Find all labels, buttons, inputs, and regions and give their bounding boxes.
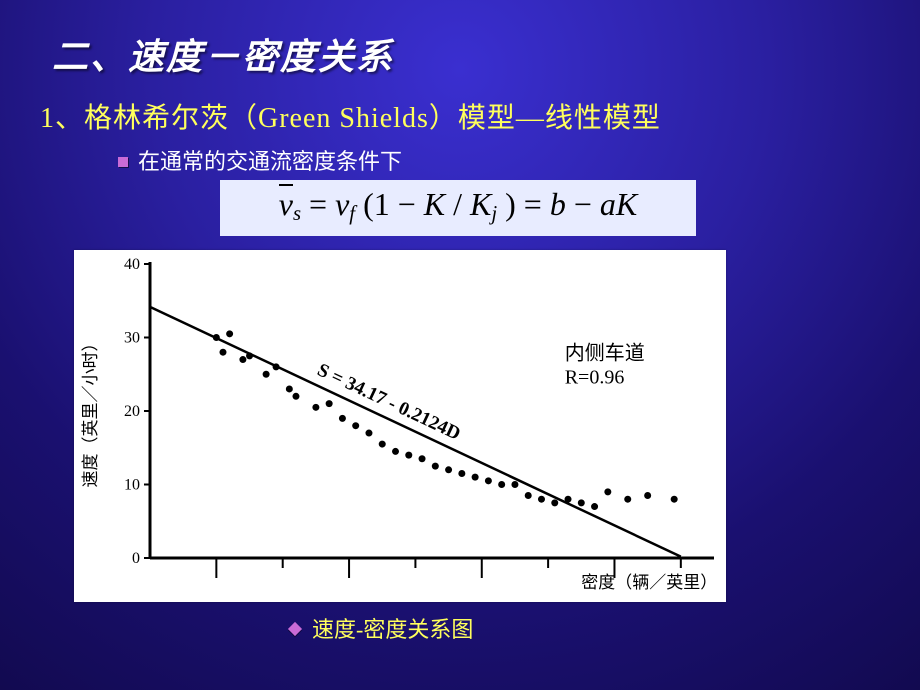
bullet-icon <box>118 157 128 167</box>
svg-text:密度（辆／英里）: 密度（辆／英里） <box>581 573 717 592</box>
section-title: 二、速度－密度关系 <box>52 28 394 80</box>
model-subtitle: 1、格林希尔茨（Green Shields）模型—线性模型 <box>40 96 661 136</box>
svg-text:速度（英里／小时）: 速度（英里／小时） <box>81 335 100 488</box>
slide: 二、速度－密度关系 1、格林希尔茨（Green Shields）模型—线性模型 … <box>0 0 920 690</box>
chart-caption-text: 速度-密度关系图 <box>312 617 473 642</box>
diamond-icon <box>288 622 302 636</box>
formula-lhs-v: v <box>279 186 293 222</box>
svg-text:30: 30 <box>124 330 140 347</box>
formula-rhs: = vf (1 − K / Kj ) = b − aK <box>309 186 637 222</box>
bullet-text: 在通常的交通流密度条件下 <box>138 149 402 174</box>
svg-text:40: 40 <box>124 256 140 273</box>
svg-text:R=0.96: R=0.96 <box>565 367 625 389</box>
formula-lhs-sub: s <box>293 202 301 225</box>
svg-text:20: 20 <box>124 403 140 420</box>
chart-svg: 010203040密度（辆／英里）速度（英里／小时）S = 34.17 - 0.… <box>74 250 726 602</box>
svg-text:10: 10 <box>124 477 140 494</box>
chart-caption: 速度-密度关系图 <box>290 612 473 644</box>
svg-text:0: 0 <box>132 550 140 567</box>
speed-density-chart: 010203040密度（辆／英里）速度（英里／小时）S = 34.17 - 0.… <box>74 250 726 602</box>
svg-text:内侧车道: 内侧车道 <box>565 342 645 365</box>
formula: vs = vf (1 − K / Kj ) = b − aK <box>220 180 696 236</box>
bullet-condition: 在通常的交通流密度条件下 <box>118 144 402 176</box>
